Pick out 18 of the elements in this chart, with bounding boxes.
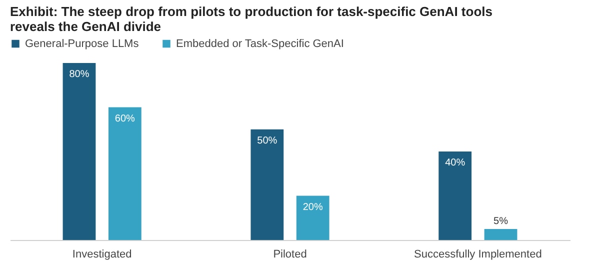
x-tick-label: Piloted <box>273 248 307 260</box>
x-tick-label: Successfully Implemented <box>414 248 542 260</box>
bar <box>438 152 472 240</box>
data-label: 5% <box>494 216 508 227</box>
bar <box>108 107 142 240</box>
data-label: 20% <box>302 202 323 213</box>
data-label: 50% <box>257 135 278 146</box>
chart-title: Exhibit: The steep drop from pilots to production for task-specific GenAI tools reveals the GenAI divide <box>10 4 492 34</box>
x-tick-label: Investigated <box>72 248 132 260</box>
data-label: 60% <box>114 113 136 124</box>
bar <box>484 228 518 240</box>
bar <box>62 63 96 240</box>
bar <box>250 129 284 240</box>
legend-label: Embedded or Task-Specific GenAI <box>176 38 344 50</box>
data-label: 40% <box>445 158 466 168</box>
data-label: 80% <box>69 69 90 80</box>
bar <box>296 196 330 240</box>
legend-label: General-Purpose LLMs <box>25 38 140 50</box>
